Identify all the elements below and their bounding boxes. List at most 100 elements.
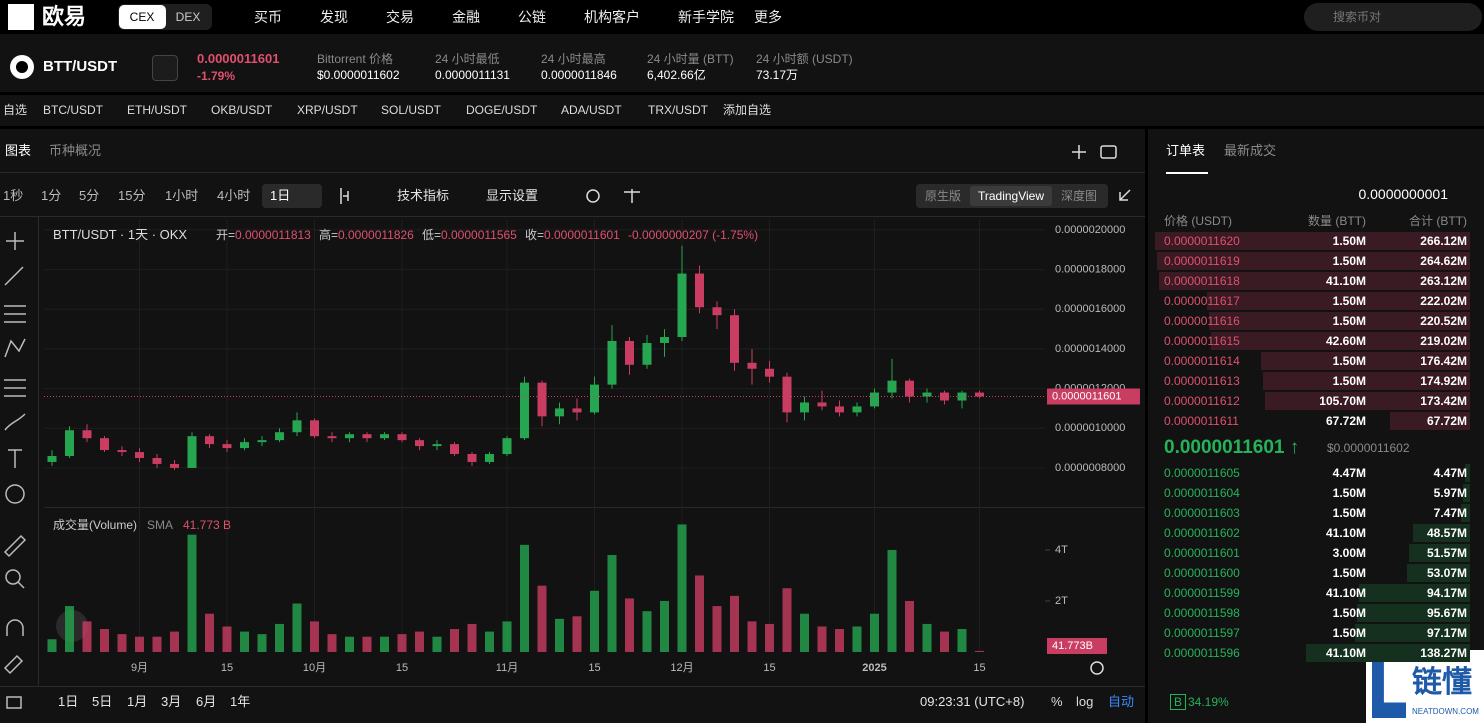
interval[interactable]: 1秒 <box>3 188 24 203</box>
candle-body <box>782 376 792 413</box>
order-price[interactable]: 0.0000011617 <box>1164 294 1240 308</box>
favorite-pair[interactable]: SOL/USDT <box>381 103 442 117</box>
volume-bar <box>677 524 687 652</box>
order-price[interactable]: 0.0000011603 <box>1164 506 1240 520</box>
order-price[interactable]: 0.0000011600 <box>1164 566 1240 580</box>
range-button[interactable]: 5日 <box>92 694 113 709</box>
order-total: 263.12M <box>1420 274 1467 288</box>
view-option[interactable]: TradingView <box>977 189 1045 203</box>
scale-option[interactable]: log <box>1076 694 1094 709</box>
orderbook-tab[interactable]: 最新成交 <box>1224 143 1277 158</box>
tool-button[interactable]: 显示设置 <box>486 188 539 203</box>
order-price[interactable]: 0.0000011612 <box>1164 394 1240 408</box>
precision-select[interactable]: 0.0000000001 <box>1358 186 1448 202</box>
volume-bar <box>415 631 424 652</box>
order-price[interactable]: 0.0000011597 <box>1164 626 1240 640</box>
interval[interactable]: 5分 <box>79 188 100 203</box>
volume-bar <box>572 616 582 652</box>
drawing-tools[interactable] <box>3 232 27 709</box>
x-tick-label: 15 <box>221 662 233 674</box>
chart-tab[interactable]: 图表 <box>5 143 32 158</box>
favorite-pair[interactable]: ETH/USDT <box>127 103 187 117</box>
x-tick-label: 12月 <box>670 662 693 674</box>
order-price[interactable]: 0.0000011596 <box>1164 646 1240 660</box>
tool-button[interactable]: 技术指标 <box>397 188 450 203</box>
toolbar-icons[interactable] <box>340 145 1145 675</box>
nav-item[interactable]: 交易 <box>386 9 414 25</box>
order-price[interactable]: 0.0000011599 <box>1164 586 1240 600</box>
favorite-pair[interactable]: 添加自选 <box>723 103 772 117</box>
order-price[interactable]: 0.0000011598 <box>1164 606 1240 620</box>
order-price[interactable]: 0.0000011614 <box>1164 354 1240 368</box>
order-size: 1.50M <box>1332 314 1366 328</box>
range-button[interactable]: 1年 <box>230 694 251 709</box>
favorite-pair[interactable]: OKB/USDT <box>211 103 273 117</box>
order-price[interactable]: 0.0000011618 <box>1164 274 1240 288</box>
scale-option[interactable]: % <box>1051 694 1063 709</box>
order-price[interactable]: 0.0000011601 <box>1164 546 1240 560</box>
order-price[interactable]: 0.0000011611 <box>1164 414 1239 428</box>
search-placeholder[interactable]: 搜索币对 <box>1333 10 1382 24</box>
interval[interactable]: 1日 <box>270 188 291 203</box>
stat-label: 24 小时最低 <box>435 52 500 66</box>
order-price[interactable]: 0.0000011619 <box>1164 254 1240 268</box>
nav-item[interactable]: 发现 <box>320 9 348 25</box>
candle-body <box>730 315 739 363</box>
volume-bar <box>975 650 984 652</box>
nav-item[interactable]: 公链 <box>518 9 546 25</box>
nav-item[interactable]: 新手学院 <box>678 9 734 25</box>
order-price[interactable]: 0.0000011616 <box>1164 314 1240 328</box>
interval[interactable]: 1小时 <box>165 188 199 203</box>
dex-tab[interactable]: DEX <box>175 10 201 24</box>
nav-item[interactable]: 买币 <box>254 9 282 25</box>
range-button[interactable]: 1月 <box>127 694 148 709</box>
nav-item[interactable]: 机构客户 <box>584 9 640 25</box>
order-price[interactable]: 0.0000011605 <box>1164 466 1240 480</box>
candle-body <box>187 436 197 468</box>
chart-tab[interactable]: 币种概况 <box>49 143 102 158</box>
volume-bar <box>467 623 477 652</box>
range-button[interactable]: 1日 <box>58 694 79 709</box>
nav-item[interactable]: 金融 <box>452 9 480 25</box>
interval[interactable]: 1分 <box>41 188 62 203</box>
volume-bar <box>432 636 442 652</box>
candle-body <box>765 368 774 377</box>
favorite-pair[interactable]: ADA/USDT <box>561 103 622 117</box>
favorite-button[interactable] <box>152 55 178 81</box>
search-box[interactable] <box>1304 3 1482 31</box>
interval[interactable]: 15分 <box>118 188 146 203</box>
volume-bar <box>397 634 407 652</box>
order-price[interactable]: 0.0000011604 <box>1164 486 1240 500</box>
volume-bar <box>100 629 109 652</box>
favorite-pair[interactable]: TRX/USDT <box>648 103 708 117</box>
scale-option[interactable]: 自动 <box>1108 694 1135 709</box>
view-option[interactable]: 原生版 <box>924 189 962 203</box>
order-price[interactable]: 0.0000011613 <box>1164 374 1240 388</box>
order-price[interactable]: 0.0000011602 <box>1164 526 1240 540</box>
cex-active <box>119 5 166 29</box>
favorite-pair[interactable]: DOGE/USDT <box>466 103 538 117</box>
volume-bar <box>887 549 897 652</box>
stat-label: 24 小时最高 <box>541 52 606 66</box>
order-price[interactable]: 0.0000011615 <box>1164 334 1240 348</box>
orderbook-tab[interactable]: 订单表 <box>1166 143 1206 158</box>
candle-body <box>800 402 809 413</box>
favorite-pair[interactable]: 自选 <box>3 103 28 117</box>
candle-body <box>222 444 232 449</box>
candle-body <box>310 420 319 437</box>
range-button[interactable]: 3月 <box>161 694 182 709</box>
order-price[interactable]: 0.0000011620 <box>1164 234 1240 248</box>
nav-item[interactable]: 更多 <box>754 9 782 25</box>
cex-tab[interactable]: CEX <box>129 10 155 24</box>
favorite-pair[interactable]: XRP/USDT <box>297 103 358 117</box>
interval[interactable]: 4小时 <box>217 188 251 203</box>
volume-bar <box>205 613 214 652</box>
pair[interactable]: BTT/USDT <box>43 58 118 75</box>
view-option[interactable]: 深度图 <box>1060 189 1098 203</box>
favorite-pair[interactable]: BTC/USDT <box>43 103 103 117</box>
volume-bar <box>817 626 827 652</box>
candle-body <box>257 440 267 443</box>
range-button[interactable]: 6月 <box>196 694 217 709</box>
divider <box>0 126 1484 129</box>
candle-body <box>905 380 914 397</box>
